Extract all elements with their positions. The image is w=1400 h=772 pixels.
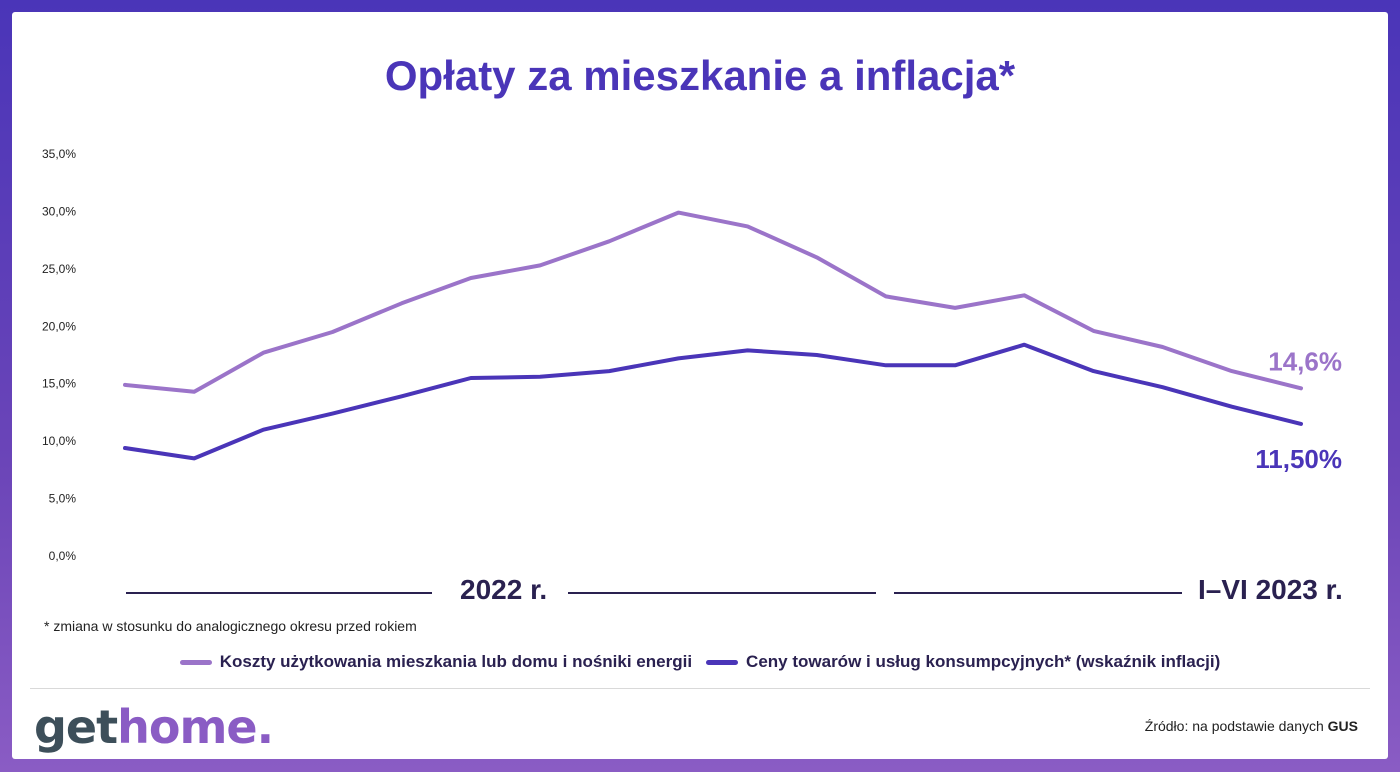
y-tick-label: 10,0% — [42, 434, 76, 448]
line-chart: 0,0% 5,0% 10,0% 15,0% 20,0% 25,0% 30,0% 35,0% 14… — [42, 147, 1342, 563]
legend-swatch-inflation — [706, 659, 739, 665]
y-tick-label: 15,0% — [42, 377, 76, 391]
legend-item-inflation: Ceny towarów i usług konsumpcyjnych* (ws… — [706, 652, 1220, 672]
legend-swatch-housing-costs — [179, 659, 212, 665]
period-label-2022: 2022 r. — [460, 574, 548, 605]
legend: Koszty użytkowania mieszkania lub domu i… — [12, 652, 1388, 672]
source-name: GUS — [1327, 718, 1358, 734]
legend-label-inflation: Ceny towarów i usług konsumpcyjnych* (ws… — [746, 652, 1221, 671]
period-label-2023: I–VI 2023 r. — [1198, 574, 1343, 605]
logo-home: home — [117, 700, 257, 754]
footnote: * zmiana w stosunku do analogicznego okr… — [44, 618, 417, 634]
period-line-right — [894, 592, 1182, 594]
end-label-housing-costs: 14,6% — [1268, 346, 1342, 376]
chart-title: Opłaty za mieszkanie a inflacja* — [384, 52, 1016, 99]
gethome-logo: gethome. — [34, 700, 275, 754]
source-prefix: Źródło: na podstawie danych — [1144, 718, 1324, 734]
y-tick-label: 0,0% — [49, 549, 77, 563]
chart-card: Opłaty za mieszkanie a inflacja* 0,0% 5,0… — [12, 12, 1388, 759]
series-line-inflation — [123, 342, 1303, 461]
logo-get: get — [34, 700, 118, 754]
footer-divider — [30, 688, 1370, 689]
series-line-housing-costs — [123, 210, 1303, 394]
y-tick-label: 35,0% — [42, 147, 76, 161]
end-label-inflation: 11,50% — [1255, 444, 1342, 474]
legend-label-housing-costs: Koszty użytkowania mieszkania lub domu i… — [219, 652, 693, 671]
y-tick-label: 30,0% — [42, 204, 76, 218]
y-tick-label: 20,0% — [42, 319, 76, 333]
legend-item-housing-costs: Koszty użytkowania mieszkania lub domu i… — [179, 652, 693, 672]
y-tick-label: 25,0% — [42, 262, 76, 276]
logo-dot: . — [256, 700, 275, 754]
source-note: Źródło: na podstawie danych GUS — [1145, 718, 1358, 734]
period-line-left — [126, 592, 432, 594]
y-tick-label: 5,0% — [49, 492, 77, 506]
period-line-middle — [568, 592, 876, 594]
